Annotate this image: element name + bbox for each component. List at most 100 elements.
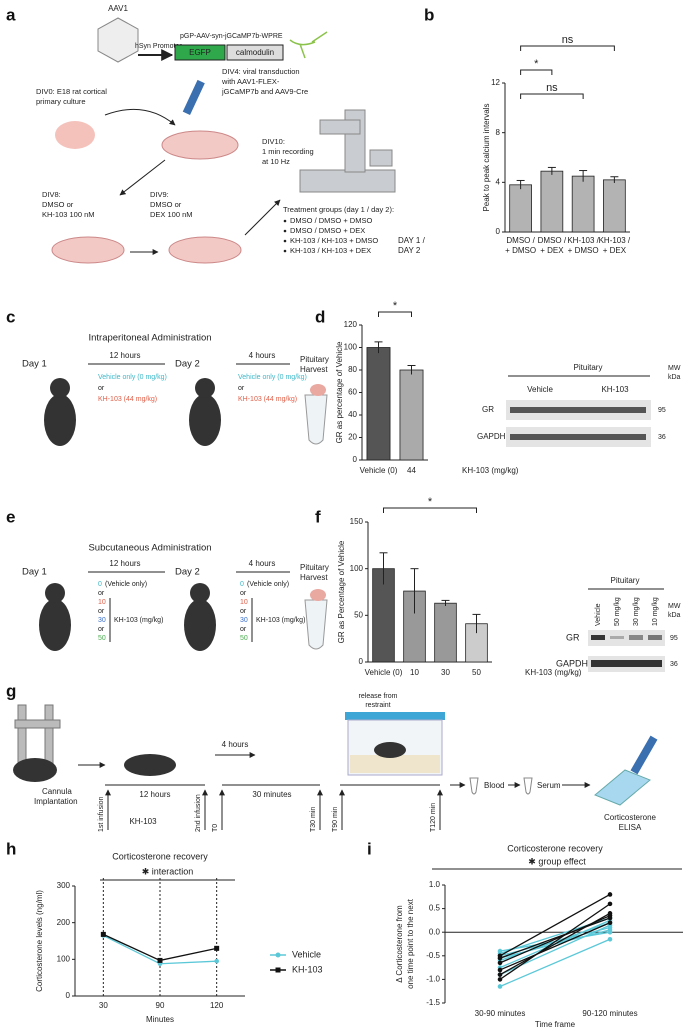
- treatment: DMSO / DMSO + DEX: [290, 226, 365, 235]
- route-title: Subcutaneous Administration: [88, 543, 211, 554]
- serum-tube: [523, 777, 533, 795]
- dose: 50: [240, 635, 248, 642]
- lane: 50 mg/kg: [614, 597, 621, 626]
- or: or: [98, 608, 105, 615]
- point: [607, 920, 613, 926]
- chart-title: Corticosterone recovery: [112, 851, 208, 861]
- mouse: [124, 754, 176, 776]
- dose-list: 0 (Vehicle only) or 10 or 30 or 50 KH-10…: [98, 581, 163, 642]
- div4: DIV4: viral transduction: [222, 67, 300, 76]
- timepoint: 1st infusion: [98, 796, 105, 832]
- bullets: [283, 219, 287, 253]
- div10: at 10 Hz: [262, 157, 290, 166]
- dose-unit: KH-103 (mg/kg): [256, 617, 305, 624]
- div9: DEX 100 nM: [150, 210, 193, 219]
- treatment: KH-103 / KH-103 + DEX: [290, 246, 371, 255]
- group: KH-103: [601, 385, 629, 394]
- size: 36: [658, 434, 666, 441]
- mw: kDa: [668, 374, 681, 381]
- or: or: [98, 385, 105, 392]
- div8: DIV8:: [42, 190, 61, 199]
- div10: 1 min recording: [262, 147, 314, 156]
- dose: 10: [98, 599, 106, 606]
- microscope: [299, 109, 396, 193]
- band: GR: [566, 632, 580, 642]
- neuron-icon: [289, 31, 328, 59]
- row-label: DAY 1 /: [398, 236, 426, 245]
- interval: 30 minutes: [252, 790, 291, 799]
- point: [497, 955, 503, 961]
- y-tick-label: 40: [348, 410, 357, 419]
- dose: 0: [240, 581, 244, 588]
- x-tick-label: 10: [410, 668, 419, 677]
- y-tick-label: 300: [57, 881, 71, 890]
- panel-c: Intraperitoneal Administration Day 1 12 …: [22, 333, 329, 446]
- dose: 10: [240, 599, 248, 606]
- or: or: [98, 626, 105, 633]
- dose: 30: [240, 617, 248, 624]
- virus-label: AAV1: [108, 4, 128, 13]
- point: [497, 984, 503, 989]
- x-tick-label: KH-103 /: [599, 236, 631, 245]
- treatment-title: Treatment groups (day 1 / day 2):: [283, 205, 394, 214]
- y-tick-label: 4: [496, 177, 501, 186]
- significance: ns: [562, 34, 574, 46]
- legend-marker: [275, 967, 281, 973]
- significance-bracket: [520, 69, 553, 75]
- point: [497, 967, 503, 973]
- blood-tube: [469, 777, 479, 795]
- release: release from: [359, 693, 398, 700]
- y-tick-label: 50: [354, 610, 363, 619]
- series-line: [499, 922, 611, 971]
- y-tick-label: 8: [496, 128, 501, 137]
- dish: [161, 130, 239, 160]
- x-tick-label: DMSO /: [506, 236, 535, 245]
- band: GAPDH: [556, 658, 588, 668]
- x-axis-label: Minutes: [146, 1015, 174, 1024]
- sample: Blood: [484, 781, 504, 790]
- interval: 12 hours: [109, 351, 140, 360]
- point: [497, 948, 503, 954]
- size: 95: [670, 635, 678, 642]
- implantation: Implantation: [34, 797, 78, 806]
- bands: [510, 407, 646, 440]
- arrow: [119, 159, 166, 196]
- y-tick-label: 100: [344, 343, 358, 352]
- y-tick-label: 0: [359, 657, 364, 666]
- harvest: Harvest: [300, 365, 328, 374]
- egfp-box: [174, 44, 226, 61]
- point: [497, 960, 503, 966]
- panel-letters: a b c d e f g h i: [6, 5, 434, 858]
- y-axis-label: GR as percentage of Vehicle: [335, 341, 344, 443]
- x-tick-label: KH-103 /: [567, 236, 599, 245]
- group: Vehicle: [527, 385, 553, 394]
- panel-label: h: [6, 839, 16, 858]
- assay: Corticosterone: [604, 813, 657, 822]
- legend-label: KH-103: [292, 964, 323, 974]
- significance: *: [428, 496, 433, 508]
- bar: [540, 170, 564, 233]
- egfp: EGFP: [189, 48, 211, 57]
- interval: 12 hours: [109, 559, 140, 568]
- x-tick-label: 90: [156, 1001, 165, 1010]
- annotation: ✱ group effect: [528, 856, 586, 866]
- or: or: [240, 590, 247, 597]
- x-tick-label: 120: [210, 1001, 224, 1010]
- series-line: [499, 893, 611, 957]
- bands: [591, 635, 662, 667]
- cage-lid: [345, 712, 445, 720]
- div9: DIV9:: [150, 190, 169, 199]
- day: Day 2: [175, 567, 200, 578]
- dose-list: 0 (Vehicle only) or 10 or 30 or 50 KH-10…: [240, 581, 305, 642]
- pituitary: [310, 384, 326, 396]
- y-tick-label: 120: [344, 320, 358, 329]
- x-tick-label: 90-120 minutes: [582, 1009, 637, 1018]
- y-tick-label: 60: [348, 388, 357, 397]
- y-tick-label: -1.0: [426, 975, 440, 984]
- y-axis-label: Corticosterone levels (ng/ml): [35, 890, 44, 992]
- y-axis-label: Δ Corticosterone from: [395, 905, 404, 983]
- y-tick-label: 12: [491, 78, 500, 87]
- panel-label: a: [6, 5, 16, 24]
- y-tick-label: -1.5: [426, 998, 440, 1007]
- dose-unit: KH-103 (mg/kg): [114, 617, 163, 624]
